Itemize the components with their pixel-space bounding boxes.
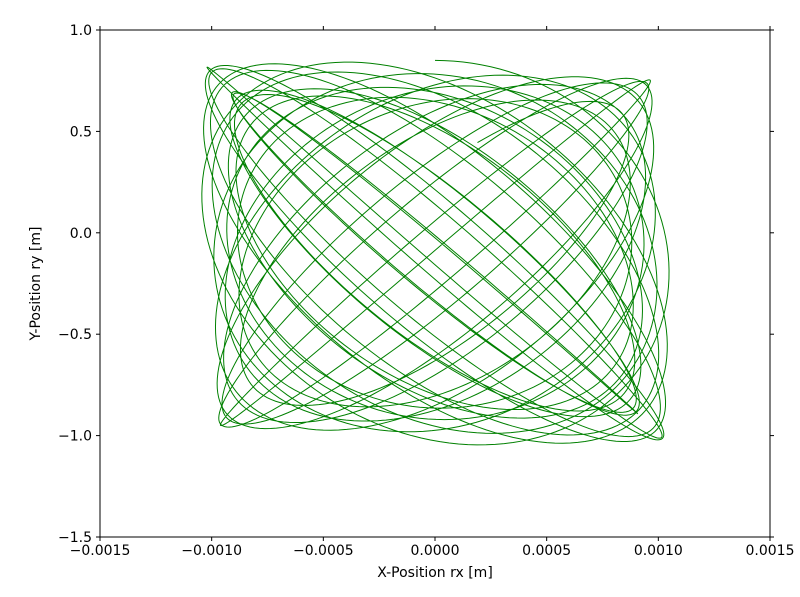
svg-text:0.0005: 0.0005 <box>522 543 571 559</box>
chart-container: −0.0015−0.0010−0.00050.00000.00050.00100… <box>0 0 800 597</box>
svg-text:0.0010: 0.0010 <box>634 543 683 559</box>
svg-text:−1.0: −1.0 <box>58 429 92 445</box>
svg-text:0.0: 0.0 <box>70 226 92 242</box>
svg-text:0.0015: 0.0015 <box>746 543 795 559</box>
svg-text:0.0000: 0.0000 <box>411 543 460 559</box>
svg-text:−1.5: −1.5 <box>58 530 92 546</box>
svg-text:−0.0010: −0.0010 <box>181 543 242 559</box>
y-axis-label: Y-Position ry [m] <box>28 227 44 342</box>
svg-text:−0.5: −0.5 <box>58 327 92 343</box>
x-axis-label: X-Position rx [m] <box>377 565 493 581</box>
svg-text:−0.0005: −0.0005 <box>293 543 354 559</box>
svg-text:1.0: 1.0 <box>70 23 92 39</box>
svg-text:0.5: 0.5 <box>70 124 92 140</box>
lissajous-chart: −0.0015−0.0010−0.00050.00000.00050.00100… <box>0 0 800 597</box>
